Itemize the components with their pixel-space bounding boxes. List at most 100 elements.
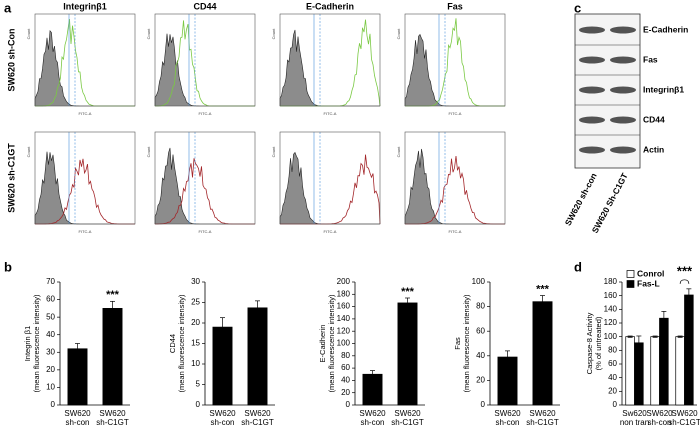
y-axis-label: (% of untreated) — [594, 316, 603, 370]
histogram-frame — [154, 131, 256, 225]
blot-band — [579, 26, 605, 34]
y-axis-label: Caspase-8 Activity — [585, 312, 594, 374]
y-axis-label: Count — [146, 28, 151, 40]
y-axis-label: Integrin β1 — [23, 326, 32, 362]
bar — [634, 342, 644, 406]
protein-label: Integrinβ1 — [643, 84, 684, 94]
y-tick-label: 30 — [191, 277, 200, 286]
y-axis-label: Count — [146, 146, 151, 158]
bar — [532, 301, 553, 406]
blot-band — [579, 56, 605, 64]
x-tick-label: SW620 sh-C1GT — [391, 409, 424, 427]
y-tick-label: 80 — [476, 302, 485, 311]
bar — [247, 307, 268, 406]
y-tick-label: 40 — [341, 376, 350, 385]
y-tick-label: 40 — [608, 373, 617, 382]
bar — [362, 373, 383, 406]
y-tick-label: 70 — [46, 277, 55, 286]
annotation: *** — [401, 286, 415, 298]
bar — [497, 356, 518, 406]
y-tick-label: 100 — [604, 332, 618, 341]
histogram-frame — [279, 131, 381, 225]
y-tick-label: 120 — [604, 318, 618, 327]
blot-band — [579, 86, 605, 94]
y-axis-label: CD44 — [168, 334, 177, 353]
bracket — [679, 279, 690, 284]
blot-band — [610, 56, 636, 64]
y-tick-label: 200 — [337, 277, 351, 286]
y-axis-label: E-Cadherin — [318, 325, 327, 363]
x-tick-label: SW620 sh-con — [646, 409, 673, 427]
x-axis-label: FITC-A — [324, 111, 337, 116]
y-tick-label: 20 — [476, 376, 485, 385]
annotation: *** — [106, 289, 120, 301]
isotype-histogram — [154, 33, 255, 107]
x-axis-label: FITC-A — [199, 229, 212, 234]
bar — [397, 302, 418, 406]
y-tick-label: 5 — [196, 380, 201, 389]
y-tick-label: 160 — [604, 291, 618, 300]
bar — [67, 348, 88, 406]
x-tick-label: SW620 sh-C1GT — [526, 409, 559, 427]
x-tick-label: SW620 sh-C1GT — [241, 409, 274, 427]
histogram-frame — [34, 13, 136, 107]
y-tick-label: 20 — [191, 318, 200, 327]
protein-label: CD44 — [643, 114, 665, 124]
y-tick-label: 20 — [341, 388, 350, 397]
y-tick-label: 180 — [604, 277, 618, 286]
panel-label: c — [574, 0, 581, 15]
y-tick-label: 50 — [46, 312, 55, 321]
blot-band — [579, 116, 605, 124]
isotype-histogram — [404, 33, 505, 107]
y-tick-label: 80 — [341, 351, 350, 360]
y-tick-label: 40 — [46, 330, 55, 339]
marker-title: Integrinβ1 — [63, 1, 107, 11]
y-axis-label: (mean fluorescence intensity) — [327, 294, 336, 392]
x-tick-label: SW620 sh-con — [359, 409, 386, 427]
panel-label: b — [4, 259, 12, 274]
y-tick-label: 120 — [337, 326, 351, 335]
protein-label: E-Cadherin — [643, 24, 688, 34]
legend-swatch — [626, 270, 635, 278]
y-axis-label: Count — [26, 146, 31, 158]
row-label: SW620 sh-C1GT — [6, 143, 16, 213]
y-tick-label: 0 — [481, 400, 486, 409]
y-tick-label: 160 — [337, 302, 351, 311]
y-tick-label: 30 — [46, 347, 55, 356]
bar — [650, 336, 660, 406]
y-tick-label: 0 — [346, 400, 351, 409]
y-tick-label: 40 — [476, 351, 485, 360]
marker-title: Fas — [447, 1, 463, 11]
lane-label: SW620 sh-con — [563, 171, 599, 227]
blot-band — [579, 146, 605, 154]
x-axis-label: FITC-A — [79, 111, 92, 116]
x-axis-label: FITC-A — [449, 111, 462, 116]
y-tick-label: 0 — [613, 400, 618, 409]
marker-title: E-Cadherin — [306, 1, 354, 11]
y-tick-label: 15 — [191, 339, 200, 348]
y-tick-label: 10 — [46, 383, 55, 392]
row-label: SW620 sh-Con — [6, 28, 16, 91]
x-axis-label: FITC-A — [199, 111, 212, 116]
y-axis-label: (mean fluorescence intensity) — [177, 294, 186, 392]
y-tick-label: 60 — [341, 363, 350, 372]
y-tick-label: 20 — [608, 386, 617, 395]
legend-label: Fas-L — [637, 278, 660, 288]
bar — [659, 317, 669, 406]
bar — [625, 336, 635, 406]
histogram-frame — [404, 13, 506, 107]
y-axis-label: (mean fluorescence intensity) — [32, 294, 41, 392]
blot-band — [610, 146, 636, 154]
histogram-frame — [404, 131, 506, 225]
x-axis-label: FITC-A — [79, 229, 92, 234]
blot-band — [610, 26, 636, 34]
y-axis-label: Count — [271, 146, 276, 158]
y-axis-label: Count — [26, 28, 31, 40]
marker-title: CD44 — [193, 1, 216, 11]
histogram-frame — [279, 13, 381, 107]
y-tick-label: 140 — [337, 314, 351, 323]
y-tick-label: 25 — [191, 298, 200, 307]
isotype-histogram — [34, 30, 135, 107]
y-tick-label: 180 — [337, 289, 351, 298]
y-tick-label: 10 — [191, 359, 200, 368]
